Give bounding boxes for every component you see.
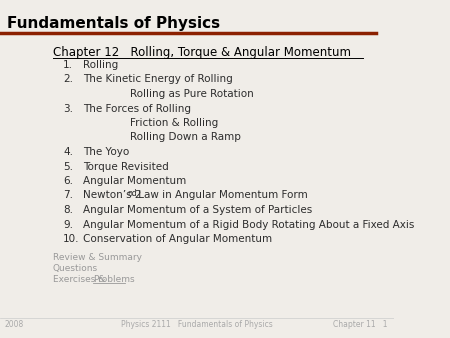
- Text: Rolling as Pure Rotation: Rolling as Pure Rotation: [130, 89, 253, 99]
- Text: Conservation of Angular Momentum: Conservation of Angular Momentum: [83, 234, 272, 244]
- Text: 8.: 8.: [63, 205, 73, 215]
- Text: Rolling Down a Ramp: Rolling Down a Ramp: [130, 132, 240, 143]
- Text: The Kinetic Energy of Rolling: The Kinetic Energy of Rolling: [83, 74, 233, 84]
- Text: 4.: 4.: [63, 147, 73, 157]
- Text: 6.: 6.: [63, 176, 73, 186]
- Text: 5.: 5.: [63, 162, 73, 171]
- Text: Exercises &: Exercises &: [53, 274, 108, 284]
- Text: The Forces of Rolling: The Forces of Rolling: [83, 103, 191, 114]
- Text: 2.: 2.: [63, 74, 73, 84]
- Text: Review & Summary: Review & Summary: [53, 252, 141, 262]
- Text: 9.: 9.: [63, 219, 73, 230]
- Text: 1.: 1.: [63, 60, 73, 70]
- Text: Torque Revisited: Torque Revisited: [83, 162, 169, 171]
- Text: Angular Momentum of a Rigid Body Rotating About a Fixed Axis: Angular Momentum of a Rigid Body Rotatin…: [83, 219, 414, 230]
- Text: Angular Momentum of a System of Particles: Angular Momentum of a System of Particle…: [83, 205, 312, 215]
- Text: 2008: 2008: [4, 320, 23, 329]
- Text: Questions: Questions: [53, 264, 98, 272]
- Text: The Yoyo: The Yoyo: [83, 147, 130, 157]
- Text: nd: nd: [127, 189, 137, 197]
- Text: Fundamentals of Physics: Fundamentals of Physics: [7, 16, 220, 31]
- Text: Chapter 11   1: Chapter 11 1: [333, 320, 387, 329]
- Text: Chapter 12   Rolling, Torque & Angular Momentum: Chapter 12 Rolling, Torque & Angular Mom…: [53, 46, 351, 59]
- Text: Physics 2111   Fundamentals of Physics: Physics 2111 Fundamentals of Physics: [121, 320, 273, 329]
- Text: Angular Momentum: Angular Momentum: [83, 176, 186, 186]
- Text: 3.: 3.: [63, 103, 73, 114]
- Text: Problems: Problems: [93, 274, 135, 284]
- Text: Newton’s 2: Newton’s 2: [83, 191, 142, 200]
- Text: Law in Angular Momentum Form: Law in Angular Momentum Form: [135, 191, 307, 200]
- Text: 7.: 7.: [63, 191, 73, 200]
- Text: Rolling: Rolling: [83, 60, 118, 70]
- Text: 10.: 10.: [63, 234, 80, 244]
- Text: Friction & Rolling: Friction & Rolling: [130, 118, 218, 128]
